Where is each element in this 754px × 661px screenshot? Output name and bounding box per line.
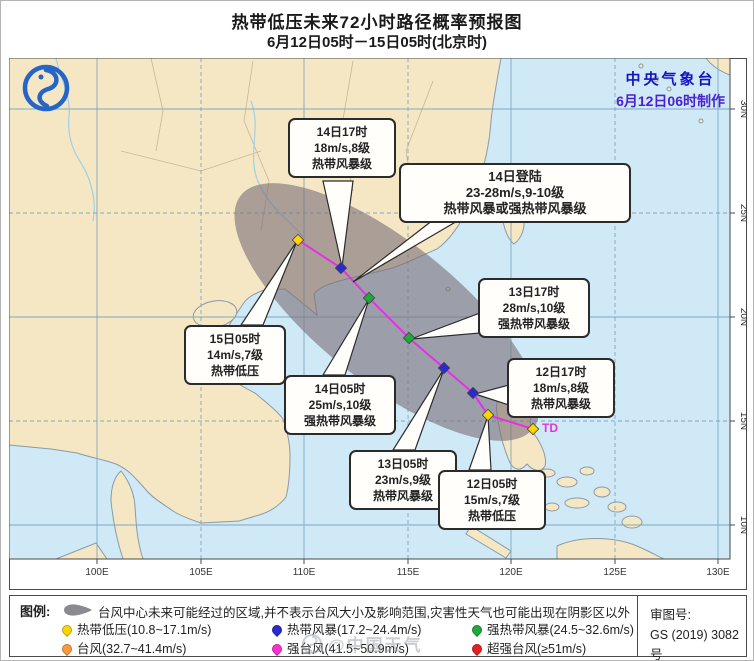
island [698, 118, 704, 124]
ts-swatch-icon [269, 622, 285, 638]
lat-label: 25N [738, 204, 747, 222]
lon-label: 100E [85, 567, 109, 578]
track-point [437, 361, 451, 375]
track-point [362, 291, 376, 305]
island [653, 76, 659, 82]
legend-cone-text: 台风中心未来可能经过的区域,并不表示台风大小及影响范围,灾害性天气也可能出现在阴… [98, 606, 630, 620]
watermark: @中国天气 [301, 631, 423, 656]
track-point [526, 422, 540, 436]
legend-item-sts: 强热带风暴(24.5~32.6m/s) [469, 619, 634, 638]
td-current-label: TD [542, 421, 558, 435]
callout-12d17h: 12日17时 18m/s,8级 热带风暴级 [507, 358, 615, 418]
legend-item-ts: 热带风暴(17.2~24.4m/s) [269, 619, 421, 638]
approval-label: 审图号: [650, 608, 691, 622]
track-point [334, 261, 348, 275]
lat-label: 20N [738, 308, 747, 326]
track-point [402, 331, 416, 345]
island [666, 86, 672, 92]
island [556, 476, 578, 488]
sts-swatch-icon [469, 622, 485, 638]
legend-title: 图例: [20, 604, 51, 619]
callout-15d05h: 15日05时 14m/s,7级 热带低压 [184, 325, 286, 385]
island [638, 63, 644, 69]
callout-12d05h: 12日05时 15m/s,7级 热带低压 [438, 470, 546, 530]
lon-label: 130E [706, 567, 730, 578]
island-mindanao [556, 538, 665, 559]
td-swatch-icon [59, 622, 75, 638]
watermark-swirl-icon [302, 633, 322, 654]
lat-label: 15N [738, 412, 747, 430]
land-sumatra-tip [55, 542, 108, 559]
axis-ticks [96, 108, 735, 564]
agency-block: 中央气象台 6月12日06时制作 [616, 69, 725, 111]
lon-label: 110E [293, 567, 316, 578]
axis-labels: 100E 105E 110E 115E 120E 125E 130E 30N 2… [85, 100, 747, 578]
callout-14d05h: 14日05时 25m/s,10级 强热带风暴级 [284, 375, 396, 435]
map-inner-frame [9, 58, 731, 560]
approval-number: GS (2019) 3082号 [650, 628, 739, 661]
page-subtitle: 6月12日05时－15日05时(北京时) [266, 34, 488, 51]
track-point [466, 386, 480, 400]
lat-label: 10N [738, 516, 747, 534]
cone-icon [64, 604, 92, 616]
track-points [291, 233, 540, 436]
lon-label: 125E [603, 567, 627, 578]
island [544, 502, 560, 512]
callout-14d-landfall: 14日登陆 23-28m/s,9-10级 热带风暴或强热带风暴级 [399, 163, 631, 223]
island [579, 466, 595, 476]
island [593, 486, 611, 498]
callout-13d17h: 13日17时 28m/s,10级 强热带风暴级 [478, 278, 590, 338]
island [564, 497, 590, 509]
lon-label: 120E [499, 567, 523, 578]
track-point [481, 408, 495, 422]
track-point [291, 233, 305, 247]
legend-item-superty: 超强台风(≥51m/s) [469, 638, 586, 657]
page-title: 热带低压未来72小时路径概率预报图 [231, 13, 523, 32]
legend: 图例: 台风中心未来可能经过的区域,并不表示台风大小及影响范围,灾害性天气也可能… [9, 595, 747, 660]
map-approval-box: 审图号: GS (2019) 3082号 [637, 596, 747, 660]
superty-swatch-icon [469, 641, 485, 657]
ty-swatch-icon [59, 641, 75, 657]
lon-label: 115E [397, 567, 420, 578]
callout-14d17h: 14日17时 18m/s,8级 热带风暴级 [288, 118, 396, 178]
lon-label: 105E [189, 567, 213, 578]
watermark-text: @中国天气 [328, 636, 423, 655]
legend-item-sty: 强台风(41.5~50.9m/s) [269, 638, 409, 657]
island [621, 515, 643, 529]
sty-swatch-icon [269, 641, 285, 657]
cma-logo [21, 63, 71, 118]
island [607, 501, 627, 513]
agency-name: 中央气象台 [625, 71, 716, 88]
legend-item-ty: 台风(32.7~41.4m/s) [59, 638, 186, 657]
legend-item-td: 热带低压(10.8~17.1m/s) [59, 619, 211, 638]
island-palawan [465, 525, 512, 559]
land-malay-peninsula [110, 470, 144, 559]
lat-label: 30N [738, 100, 747, 118]
agency-issue-time: 6月12日06时制作 [616, 92, 725, 109]
